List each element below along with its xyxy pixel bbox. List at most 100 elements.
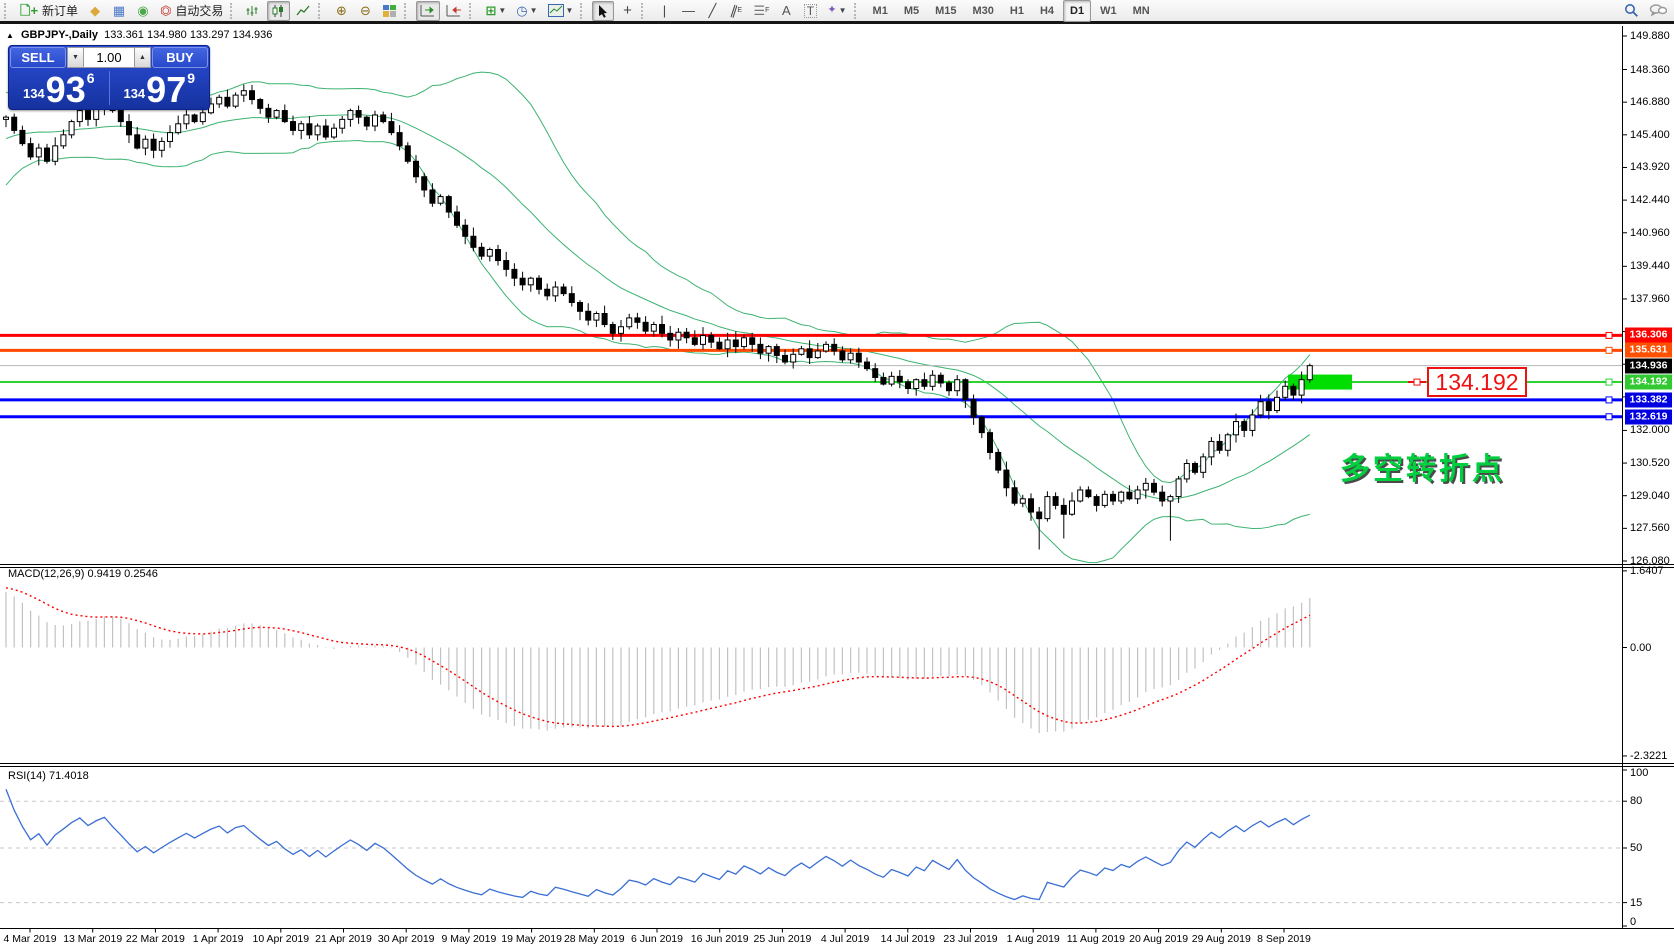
market-watch-button[interactable]: ▦	[108, 1, 130, 21]
date-tick: 13 Mar 2019	[63, 933, 123, 945]
rsi-axis-tick: 15	[1630, 896, 1643, 909]
shapes-button[interactable]: ✦ ▼	[823, 1, 850, 21]
rsi-axis-tick: 0	[1630, 916, 1637, 928]
zoom-out-button[interactable]: ⊖	[354, 1, 376, 21]
candles[interactable]	[3, 84, 1313, 550]
price-tag-icon: ◆	[90, 3, 101, 18]
auto-trading-button[interactable]: ⏣ 自动交易	[156, 1, 227, 21]
price-level-badge: 133.382	[1625, 392, 1672, 408]
sell-price-prefix: 134	[22, 86, 45, 101]
candlestick-icon	[272, 4, 284, 17]
timeframe-h1-button[interactable]: H1	[1009, 4, 1024, 17]
price-tick: 132.000	[1630, 424, 1670, 437]
sell-price[interactable]: 134 93 6	[9, 69, 109, 110]
dropdown-arrow-icon: ▼	[498, 6, 507, 15]
timeframe-h4-button[interactable]: H4	[1039, 4, 1055, 17]
toolbar: 🗋+ 新订单 ◆ ▦ ◉ ⏣ 自动交易 ⊕ ⊖ ⊞ ▼ ◷ ▼	[0, 0, 1674, 24]
highlight-zone[interactable]	[1288, 374, 1352, 390]
horizontal-line-button[interactable]: —	[677, 1, 699, 21]
zoom-in-button[interactable]: ⊕	[330, 1, 352, 21]
toolbar-separator	[230, 2, 237, 19]
signals-button[interactable]: ◉	[132, 1, 154, 21]
timeframe-m1-button[interactable]: M1	[872, 4, 888, 17]
text-label-button[interactable]: T	[799, 1, 821, 21]
channel-button[interactable]: ∥ E	[725, 1, 747, 21]
bar-chart-icon	[246, 5, 258, 16]
toolbar-separator	[318, 2, 325, 19]
zoom-in-icon: ⊕	[335, 3, 347, 18]
fibonacci-button[interactable]: ☰ F	[749, 1, 773, 21]
chart-shift-button[interactable]	[442, 1, 466, 21]
macd-axis-tick: 1.6407	[1630, 564, 1664, 577]
trendline-icon: ╱	[708, 3, 717, 18]
timeframe-m5-button[interactable]: M5	[903, 4, 920, 17]
line-chart-button[interactable]	[292, 1, 315, 21]
volume-increase-button[interactable]: ▲	[134, 47, 151, 68]
bar-chart-button[interactable]	[242, 1, 265, 21]
current-price-badge: 134.936	[1625, 358, 1672, 374]
timeframe-d1-button[interactable]: D1	[1063, 0, 1092, 22]
macd-axis-tick: 0.00	[1630, 641, 1652, 654]
buy-price[interactable]: 134 97 9	[110, 69, 210, 108]
chart-shift-icon	[446, 4, 462, 16]
signal-icon: ◉	[137, 3, 149, 18]
volume-input[interactable]	[84, 47, 134, 68]
date-tick: 28 May 2019	[563, 933, 625, 945]
rsi-axis-tick: 50	[1630, 842, 1643, 854]
sell-button[interactable]: SELL	[10, 47, 66, 68]
chart-title: ▲ GBPJPY-,Daily 133.361 134.980 133.297 …	[6, 29, 272, 41]
rsi-axis-tick: 100	[1630, 767, 1649, 779]
tile-windows-icon	[383, 4, 397, 17]
toolbar-separator	[404, 2, 411, 19]
cursor-button[interactable]	[592, 0, 615, 21]
buy-button[interactable]: BUY	[152, 47, 208, 68]
price-tick: 137.960	[1630, 292, 1670, 305]
new-order-button[interactable]: 🗋+ 新订单	[16, 1, 82, 21]
auto-scroll-button[interactable]	[416, 0, 441, 21]
price-tick: 148.360	[1630, 63, 1670, 76]
templates-button[interactable]: ▼	[544, 1, 578, 21]
date-tick: 22 Mar 2019	[125, 933, 185, 945]
sell-price-big: 93	[45, 69, 86, 110]
toolbar-drag-handle[interactable]	[4, 2, 11, 19]
text-icon: A	[782, 3, 791, 18]
periods-button[interactable]: ◷ ▼	[512, 1, 541, 21]
price-level-badge: 134.192	[1625, 374, 1672, 390]
horizontal-level-lines[interactable]	[0, 331, 1622, 421]
date-tick: 1 Apr 2019	[192, 933, 244, 945]
date-tick: 23 Jul 2019	[943, 933, 998, 945]
charts-button[interactable]: ◆	[84, 1, 106, 21]
timeframe-mn-button[interactable]: MN	[1132, 4, 1150, 17]
fibo-f-label: F	[765, 7, 770, 14]
buy-price-pip: 9	[187, 70, 196, 86]
text-button[interactable]: A	[775, 1, 797, 21]
collapse-panel-icon[interactable]: ▲	[6, 31, 14, 40]
timeframe-group: M1 M5 M15 M30 H1 H4 D1 W1 MN	[865, 0, 1158, 22]
auto-trading-icon: ⏣	[160, 3, 172, 18]
cursor-icon	[599, 4, 608, 18]
ohlc-close: 134.936	[232, 29, 273, 41]
price-tick: 149.880	[1630, 30, 1670, 42]
vertical-line-button[interactable]: |	[653, 1, 675, 21]
crosshair-button[interactable]: +	[616, 1, 638, 21]
timeframe-m30-button[interactable]: M30	[972, 4, 994, 17]
date-tick: 25 Jun 2019	[753, 933, 812, 945]
candlestick-button[interactable]	[267, 0, 291, 21]
timeframe-m15-button[interactable]: M15	[935, 4, 957, 17]
indicators-button[interactable]: ⊞ ▼	[481, 1, 510, 21]
volume-decrease-button[interactable]: ▼	[67, 47, 84, 68]
tile-windows-button[interactable]	[378, 1, 401, 21]
chat-button[interactable]	[1645, 1, 1671, 21]
toolbar-separator	[580, 2, 587, 19]
date-tick: 1 Aug 2019	[1006, 933, 1060, 945]
buy-price-prefix: 134	[123, 86, 146, 101]
dropdown-arrow-icon: ▼	[565, 6, 574, 15]
bollinger-bands	[5, 71, 1311, 564]
trendline-button[interactable]: ╱	[701, 1, 723, 21]
turning-point-annotation[interactable]: 多空转折点	[1340, 453, 1505, 486]
timeframe-w1-button[interactable]: W1	[1100, 4, 1117, 17]
fibonacci-icon: ☰	[753, 3, 766, 18]
search-button[interactable]	[1620, 1, 1643, 21]
price-callout-box[interactable]: 134.192	[1427, 367, 1527, 397]
